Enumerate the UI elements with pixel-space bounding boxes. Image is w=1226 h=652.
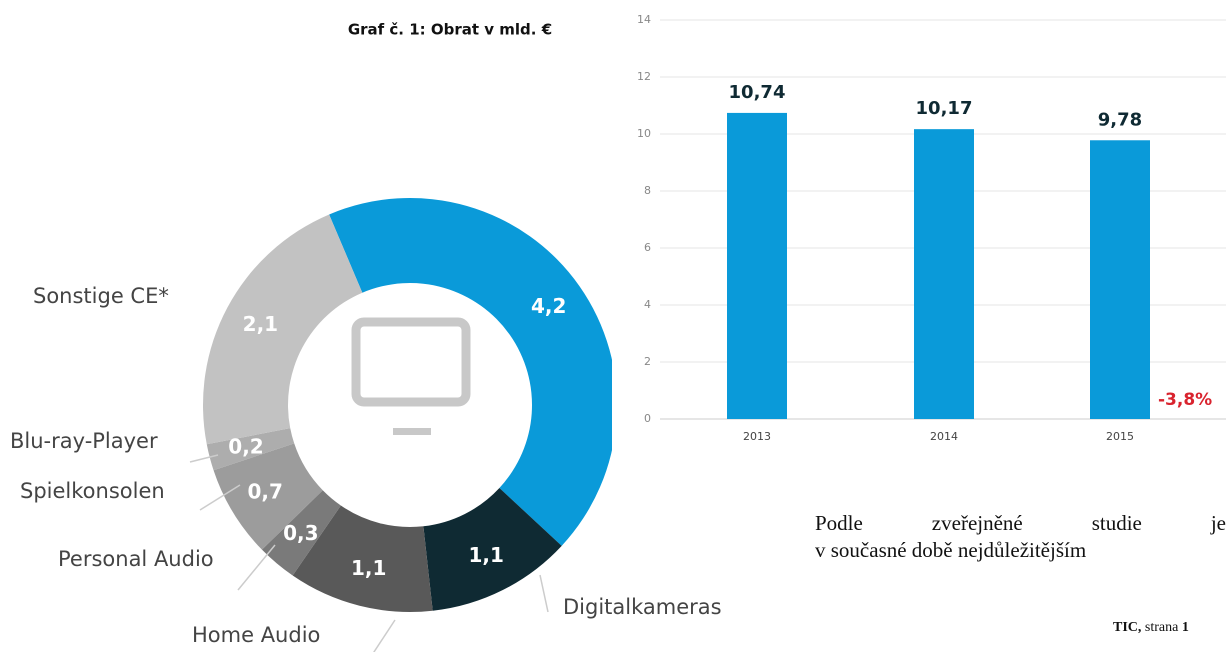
donut-segment	[329, 197, 617, 546]
value-label: 2,1	[243, 312, 278, 336]
chart-title: Graf č. 1: Obrat v mld. €	[348, 21, 552, 39]
donut-segment	[292, 505, 433, 612]
footer-source: TIC,	[1113, 620, 1142, 635]
leader-line	[237, 544, 276, 591]
leader-line	[373, 619, 396, 652]
x-tick-label: 2013	[743, 430, 771, 443]
y-tick-label: 14	[637, 13, 651, 26]
footer-text: strana	[1144, 620, 1179, 635]
value-label: 10,74	[729, 82, 786, 103]
paragraph-line: v současné době nejdůležitějším	[815, 538, 1087, 562]
segment-label: Personal Audio	[58, 547, 214, 571]
value-label: 9,78	[1098, 109, 1142, 130]
y-tick-label: 2	[644, 355, 651, 368]
footer: TIC, strana 1	[1113, 620, 1189, 636]
bar	[1090, 140, 1150, 419]
y-tick-label: 6	[644, 241, 651, 254]
segment-label: Digitalkameras	[563, 595, 722, 619]
donut-segment	[423, 488, 562, 611]
value-label: 0,2	[228, 434, 263, 458]
donut-segment	[213, 443, 323, 550]
leader-line	[539, 574, 549, 613]
leader-line	[199, 484, 241, 511]
y-tick-label: 10	[637, 127, 651, 140]
value-label: 4,2	[531, 294, 566, 318]
y-tick-label: 8	[644, 184, 651, 197]
annotation: -3,8%	[1158, 390, 1212, 410]
paragraph-line: Podle zveřejněné studie je	[815, 511, 1226, 535]
donut-segment	[203, 214, 363, 445]
segment-label: Spielkonsolen	[20, 479, 165, 503]
value-label: 1,1	[351, 556, 386, 580]
value-label: 0,3	[283, 521, 318, 545]
footer-page: 1	[1181, 620, 1189, 635]
value-label: 1,1	[468, 543, 503, 567]
tv-icon	[351, 317, 471, 435]
bar	[914, 129, 974, 419]
leader-line	[189, 454, 219, 463]
donut-segment	[261, 490, 341, 576]
y-tick-label: 12	[637, 70, 651, 83]
segment-label: Blu-ray-Player	[10, 429, 158, 453]
y-tick-label: 4	[644, 298, 651, 311]
x-tick-label: 2014	[930, 430, 958, 443]
bar	[727, 112, 787, 419]
paragraph: Podle zveřejněné studie je v současné do…	[815, 510, 1226, 564]
y-tick-label: 0	[644, 412, 651, 425]
segment-label: Sonstige CE*	[33, 284, 169, 308]
value-label: 10,17	[916, 98, 973, 119]
segment-label: Home Audio	[192, 623, 320, 647]
donut-segment	[206, 428, 295, 471]
x-tick-label: 2015	[1106, 430, 1134, 443]
value-label: 0,7	[248, 480, 283, 504]
